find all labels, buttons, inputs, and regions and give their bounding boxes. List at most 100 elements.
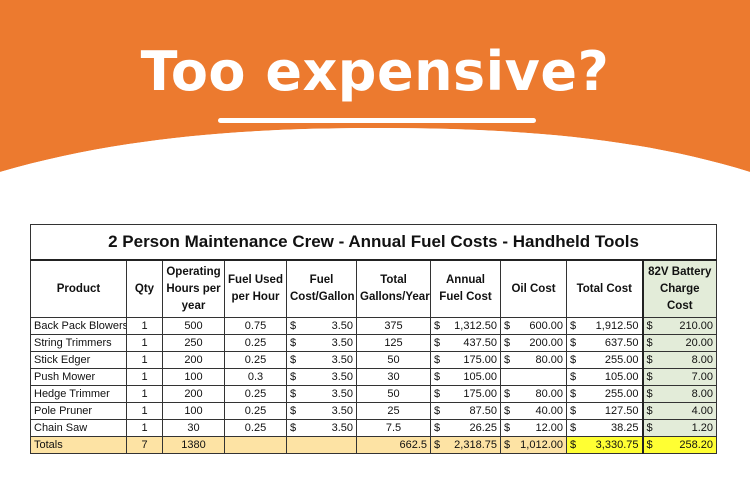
- money-value: 1,012.00: [520, 439, 563, 451]
- money-value: 255.00: [604, 388, 639, 400]
- cell-total-gallons: 375: [356, 317, 431, 335]
- money-value: 210.00: [679, 320, 714, 332]
- cell-fuel-used: 0.25: [224, 385, 287, 403]
- cell-fuel-used: 0.25: [224, 402, 287, 420]
- currency-symbol: $: [504, 439, 511, 451]
- currency-symbol: $: [646, 388, 653, 400]
- cell-fuel-used: [224, 436, 287, 454]
- currency-symbol: $: [570, 439, 577, 451]
- money-value: 3.50: [331, 371, 353, 383]
- money-value: 255.00: [604, 354, 639, 366]
- money-value: 8.00: [691, 388, 714, 400]
- money-value: 3.50: [331, 354, 353, 366]
- money-value: 4.00: [691, 405, 714, 417]
- cell-fuel-cost: $3.50: [286, 368, 357, 386]
- currency-symbol: $: [646, 439, 653, 451]
- money-value: 437.50: [463, 337, 497, 349]
- currency-symbol: $: [570, 320, 577, 332]
- money-value: 200.00: [529, 337, 563, 349]
- cell-product: Push Mower: [30, 368, 127, 386]
- money-value: 3.50: [331, 337, 353, 349]
- money-value: 637.50: [604, 337, 639, 349]
- money-value: 80.00: [535, 354, 563, 366]
- currency-symbol: $: [504, 337, 511, 349]
- currency-symbol: $: [646, 337, 653, 349]
- money-value: 12.00: [535, 422, 563, 434]
- cell-fuel-cost: $3.50: [286, 402, 357, 420]
- money-value: 7.00: [691, 371, 714, 383]
- cell-product: String Trimmers: [30, 334, 127, 352]
- currency-symbol: $: [290, 388, 297, 400]
- money-value: 40.00: [535, 405, 563, 417]
- header-qty: Qty: [126, 259, 163, 318]
- cell-annual-fuel-cost: $437.50: [430, 334, 501, 352]
- money-value: 20.00: [685, 337, 714, 349]
- cell-operating-hours: 1380: [162, 436, 225, 454]
- currency-symbol: $: [646, 320, 653, 332]
- cell-operating-hours: 100: [162, 402, 225, 420]
- currency-symbol: $: [290, 337, 297, 349]
- cell-qty: 1: [126, 317, 163, 335]
- header-fuel-cost: Fuel Cost/Gallon: [286, 259, 357, 318]
- currency-symbol: $: [504, 405, 511, 417]
- currency-symbol: $: [646, 371, 653, 383]
- cell-total-cost: $38.25: [566, 419, 643, 437]
- header-operating-hours: Operating Hours per year: [162, 259, 225, 318]
- cell-total-gallons: 50: [356, 351, 431, 369]
- cell-qty: 1: [126, 334, 163, 352]
- money-value: 127.50: [604, 405, 639, 417]
- currency-symbol: $: [504, 422, 511, 434]
- money-value: 38.25: [610, 422, 639, 434]
- currency-symbol: $: [434, 405, 441, 417]
- cell-total-cost: $255.00: [566, 385, 643, 403]
- money-value: 87.50: [469, 405, 497, 417]
- money-value: 2,318.75: [454, 439, 497, 451]
- totals-label: Totals: [30, 436, 127, 454]
- header-battery-cost: 82V Battery Charge Cost: [641, 259, 718, 318]
- currency-symbol: $: [290, 405, 297, 417]
- currency-symbol: $: [290, 354, 297, 366]
- header-product: Product: [30, 259, 127, 318]
- fuel-cost-table-container: 2 Person Maintenance Crew - Annual Fuel …: [29, 224, 718, 454]
- header-total-cost: Total Cost: [566, 259, 643, 318]
- cell-total-gallons: 50: [356, 385, 431, 403]
- cell-total-gallons: 7.5: [356, 419, 431, 437]
- cell-qty: 1: [126, 351, 163, 369]
- money-value: 3.50: [331, 405, 353, 417]
- table-row: Stick Edger 1 200 0.25 $3.50 50 $175.00 $80.00 $…: [30, 351, 718, 369]
- currency-symbol: $: [570, 422, 577, 434]
- cell-product: Chain Saw: [30, 419, 127, 437]
- cell-battery-cost: $7.00: [641, 368, 718, 386]
- cell-qty: 1: [126, 419, 163, 437]
- cell-annual-fuel-cost: $175.00: [430, 351, 501, 369]
- currency-symbol: $: [434, 422, 441, 434]
- cell-operating-hours: 100: [162, 368, 225, 386]
- cell-fuel-used: 0.3: [224, 368, 287, 386]
- cell-oil-cost: $80.00: [500, 385, 567, 403]
- cell-oil-cost: $40.00: [500, 402, 567, 420]
- table-row: Hedge Trimmer 1 200 0.25 $3.50 50 $175.00 $80.0…: [30, 385, 718, 403]
- cell-battery-cost: $210.00: [641, 317, 718, 335]
- header-oil-cost: Oil Cost: [500, 259, 567, 318]
- currency-symbol: $: [570, 337, 577, 349]
- money-value: 80.00: [535, 388, 563, 400]
- currency-symbol: $: [290, 371, 297, 383]
- cell-battery-cost: $8.00: [641, 351, 718, 369]
- cell-total-cost: $127.50: [566, 402, 643, 420]
- currency-symbol: $: [570, 371, 577, 383]
- cell-fuel-used: 0.75: [224, 317, 287, 335]
- cell-fuel-used: 0.25: [224, 334, 287, 352]
- cell-operating-hours: 30: [162, 419, 225, 437]
- table-row: Chain Saw 1 30 0.25 $3.50 7.5 $26.25 $12.00 $38.…: [30, 419, 718, 437]
- cell-product: Back Pack Blowers: [30, 317, 127, 335]
- currency-symbol: $: [434, 439, 441, 451]
- cell-battery-cost: $1.20: [641, 419, 718, 437]
- cell-battery-cost: $4.00: [641, 402, 718, 420]
- currency-symbol: $: [570, 405, 577, 417]
- cell-fuel-cost: $3.50: [286, 334, 357, 352]
- cell-total-gallons: 662.5: [356, 436, 431, 454]
- cell-annual-fuel-cost: $2,318.75: [430, 436, 501, 454]
- money-value: 600.00: [529, 320, 563, 332]
- header-total-gallons: Total Gallons/Year: [356, 259, 431, 318]
- cell-annual-fuel-cost: $105.00: [430, 368, 501, 386]
